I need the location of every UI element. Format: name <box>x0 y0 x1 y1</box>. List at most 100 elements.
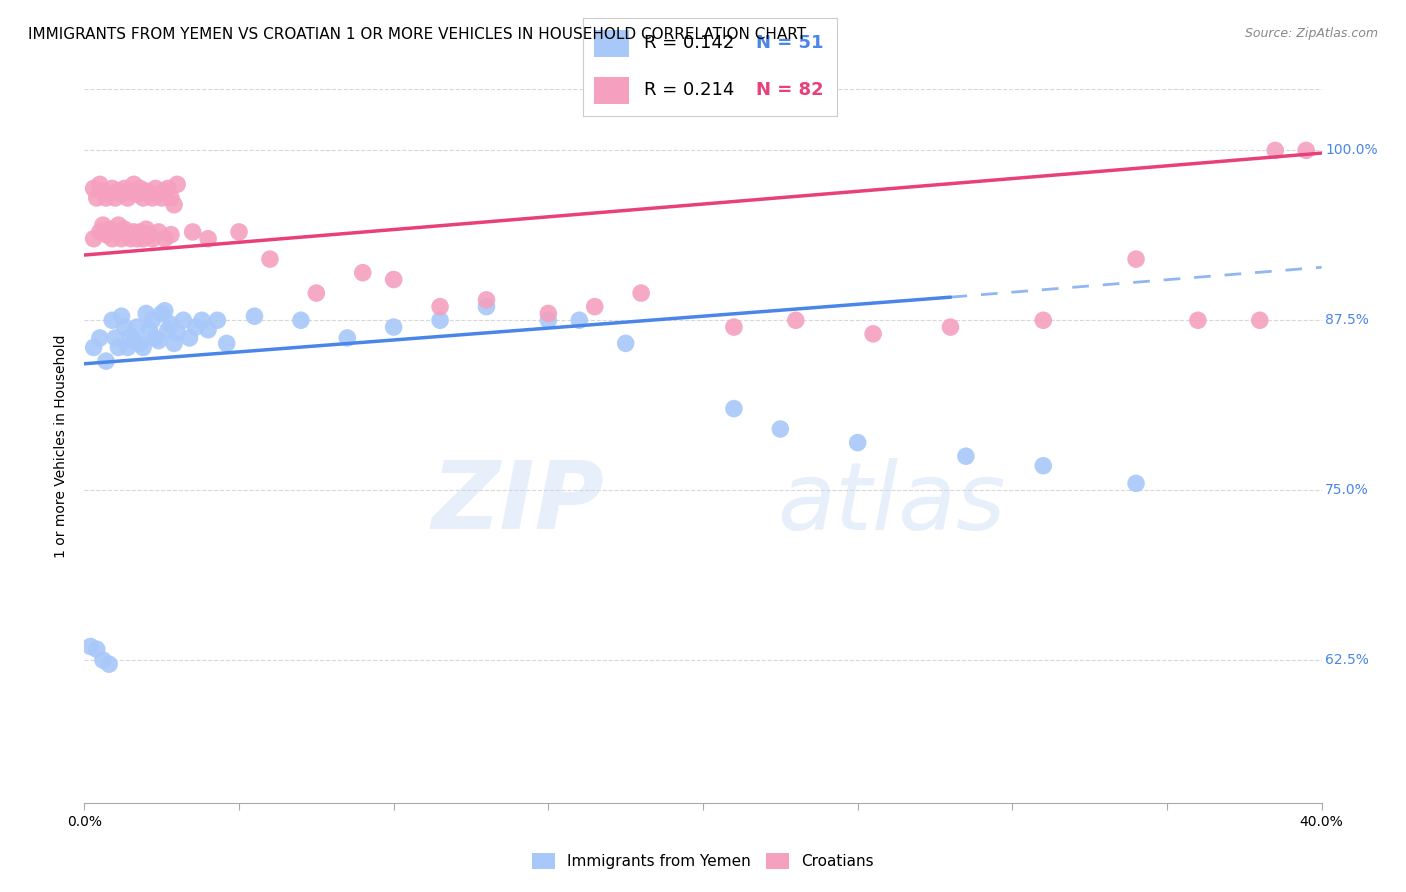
Point <box>117 341 139 355</box>
Point <box>568 313 591 327</box>
Point <box>181 225 204 239</box>
Text: 62.5%: 62.5% <box>1326 653 1369 667</box>
Text: IMMIGRANTS FROM YEMEN VS CROATIAN 1 OR MORE VEHICLES IN HOUSEHOLD CORRELATION CH: IMMIGRANTS FROM YEMEN VS CROATIAN 1 OR M… <box>28 27 806 42</box>
Point <box>79 640 101 654</box>
Point <box>104 331 127 345</box>
Point <box>91 184 114 198</box>
Point <box>723 401 745 416</box>
Point <box>129 181 152 195</box>
Point <box>122 334 145 348</box>
Point <box>429 300 451 314</box>
Point <box>429 313 451 327</box>
Point <box>630 286 652 301</box>
Text: 100.0%: 100.0% <box>1326 144 1378 157</box>
Point <box>537 306 560 320</box>
Point <box>1125 476 1147 491</box>
Point <box>160 318 183 332</box>
Text: R = 0.142: R = 0.142 <box>644 35 734 53</box>
Point <box>129 336 152 351</box>
Point <box>120 329 142 343</box>
Point <box>138 227 160 242</box>
Point <box>172 313 194 327</box>
Point <box>145 331 167 345</box>
Point <box>475 300 498 314</box>
Point <box>150 306 173 320</box>
Text: Source: ZipAtlas.com: Source: ZipAtlas.com <box>1244 27 1378 40</box>
Point <box>475 293 498 307</box>
Point <box>156 181 179 195</box>
Point <box>153 232 176 246</box>
Point <box>125 320 148 334</box>
Text: N = 51: N = 51 <box>755 35 823 53</box>
Point <box>91 653 114 667</box>
Text: 87.5%: 87.5% <box>1326 313 1369 327</box>
Point <box>1125 252 1147 266</box>
Point <box>179 331 201 345</box>
Point <box>197 323 219 337</box>
Legend: Immigrants from Yemen, Croatians: Immigrants from Yemen, Croatians <box>526 847 880 875</box>
Point <box>141 191 163 205</box>
Point <box>862 326 884 341</box>
Point <box>163 198 186 212</box>
Point <box>101 313 124 327</box>
Point <box>107 184 129 198</box>
Point <box>104 191 127 205</box>
Point <box>305 286 328 301</box>
Point <box>122 225 145 239</box>
Point <box>1032 313 1054 327</box>
Point <box>846 435 869 450</box>
Point <box>156 323 179 337</box>
Point <box>141 232 163 246</box>
Point <box>160 191 183 205</box>
Point <box>120 232 142 246</box>
Point <box>785 313 807 327</box>
Point <box>145 181 167 195</box>
Point <box>89 178 111 192</box>
Point <box>939 320 962 334</box>
Point <box>135 222 157 236</box>
Text: R = 0.214: R = 0.214 <box>644 81 734 99</box>
Point <box>98 186 121 201</box>
Bar <box>593 29 628 57</box>
Point <box>163 336 186 351</box>
Point <box>110 232 132 246</box>
Point <box>107 341 129 355</box>
Point <box>1264 144 1286 158</box>
Point <box>583 300 606 314</box>
Point <box>184 320 207 334</box>
Point <box>259 252 281 266</box>
Point <box>290 313 312 327</box>
Point <box>138 323 160 337</box>
Point <box>132 191 155 205</box>
Point <box>166 178 188 192</box>
Point <box>91 218 114 232</box>
Point <box>160 227 183 242</box>
Text: N = 82: N = 82 <box>755 81 823 99</box>
Point <box>955 449 977 463</box>
Bar <box>593 77 628 104</box>
Point <box>1032 458 1054 473</box>
Point <box>215 336 238 351</box>
Point <box>336 331 359 345</box>
Point <box>153 184 176 198</box>
Point <box>114 320 136 334</box>
Point <box>104 225 127 239</box>
Point <box>86 642 108 657</box>
Point <box>94 227 117 242</box>
Point <box>135 306 157 320</box>
Point <box>83 232 105 246</box>
Point <box>86 191 108 205</box>
Point <box>98 222 121 236</box>
Point <box>94 191 117 205</box>
Point <box>243 309 266 323</box>
Point <box>148 225 170 239</box>
Point <box>148 334 170 348</box>
Point <box>125 232 148 246</box>
Point <box>537 313 560 327</box>
Point <box>135 184 157 198</box>
Text: ZIP: ZIP <box>432 457 605 549</box>
Point <box>117 191 139 205</box>
Point <box>83 181 105 195</box>
Point <box>132 341 155 355</box>
Point <box>382 320 405 334</box>
